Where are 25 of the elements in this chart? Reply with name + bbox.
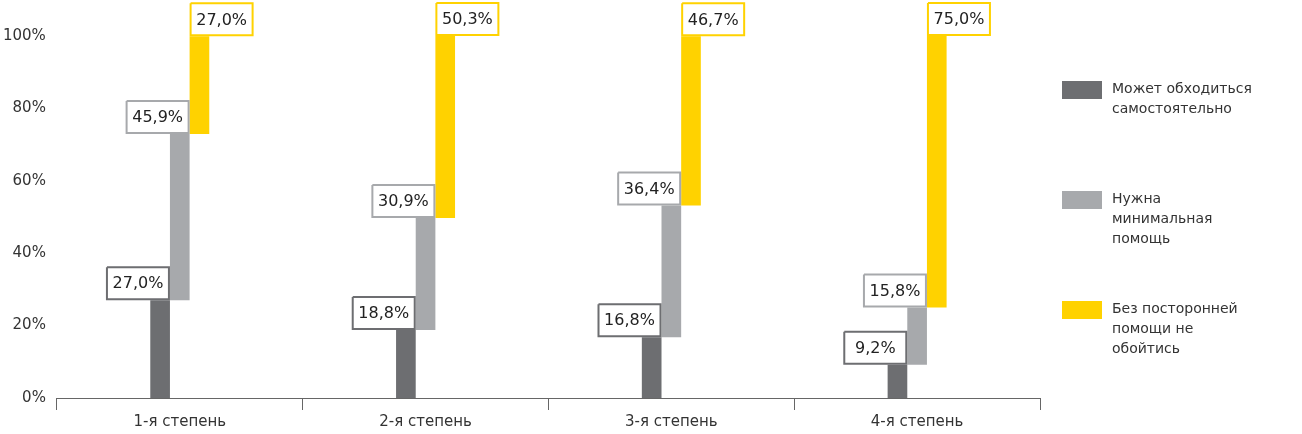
y-tick-label: 80% (12, 98, 46, 117)
x-tick-label: 4-я степень (870, 411, 964, 430)
x-tick-label: 3-я степень (625, 411, 718, 430)
data-label: 15,8% (869, 280, 921, 300)
x-tick-label: 1-я степень (133, 411, 227, 430)
y-tick-label: 0% (22, 387, 46, 406)
legend-label: Может обходиться самостоятельно (1112, 79, 1252, 118)
data-label: 16,8% (604, 310, 655, 330)
data-label: 9,2% (854, 337, 896, 357)
data-label: 27,0% (112, 273, 164, 293)
data-label: 50,3% (441, 9, 493, 29)
y-tick-label: 20% (12, 315, 46, 334)
y-tick-label: 100% (2, 25, 46, 44)
y-tick-label: 40% (12, 243, 46, 262)
x-tick-label: 2-я степень (379, 411, 472, 430)
data-label: 75,0% (933, 9, 985, 29)
data-label: 30,9% (377, 191, 429, 211)
y-tick-label: 60% (12, 170, 46, 189)
legend-label: Нужна минимальная помощь (1112, 189, 1214, 248)
data-label: 36,4% (623, 178, 675, 198)
data-label: 18,8% (358, 303, 410, 323)
data-label: 46,7% (687, 9, 739, 29)
legend-label: Без посторонней помощи не обойтись (1112, 299, 1239, 358)
data-label: 45,9% (132, 107, 184, 127)
data-label: 27,0% (196, 9, 248, 29)
